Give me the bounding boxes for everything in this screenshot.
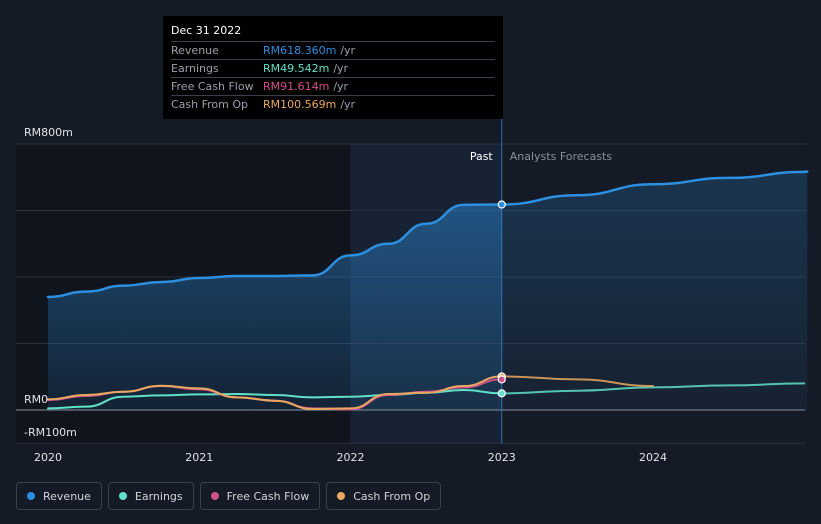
tooltip-unit: /yr [340, 44, 356, 57]
series-line-revenue [46, 203, 503, 299]
tooltip-unit: /yr [340, 98, 356, 111]
x-axis-tick-label: 2024 [639, 451, 667, 464]
tooltip-date: Dec 31 2022 [171, 24, 242, 37]
forecast-label: Analysts Forecasts [510, 150, 613, 163]
legend-item-cash-from-op[interactable]: Cash From Op [326, 482, 442, 510]
y-axis-label: RM0 [24, 393, 48, 406]
tooltip-label: Cash From Op [171, 98, 249, 111]
legend-label: Cash From Op [353, 489, 431, 503]
legend-label: Revenue [43, 489, 91, 503]
tooltip-value: RM49.542m [263, 62, 330, 75]
tooltip-label: Free Cash Flow [171, 80, 254, 93]
marker-free-cash-flow [497, 375, 506, 384]
legend-dot-icon [118, 492, 127, 500]
legend-label: Earnings [134, 489, 183, 503]
tooltip-unit: /yr [333, 62, 349, 75]
legend-item-free-cash-flow[interactable]: Free Cash Flow [199, 482, 321, 510]
marker-earnings [497, 389, 506, 398]
tooltip-row-cash-from-op: Cash From Op RM100.569m /yr [171, 95, 495, 113]
series-area-revenue [48, 204, 502, 410]
past-label: Past [470, 150, 494, 163]
y-axis-label: -RM100m [24, 426, 77, 439]
tooltip-row-revenue: Revenue RM618.360m /yr [171, 41, 495, 59]
x-axis-tick-label: 2023 [488, 451, 516, 464]
legend-dot-icon [210, 492, 219, 500]
x-axis-tick-label: 2020 [34, 451, 62, 464]
tooltip-row-free-cash-flow: Free Cash Flow RM91.614m /yr [171, 77, 495, 95]
chart-legend: Revenue Earnings Free Cash Flow Cash Fro… [16, 482, 442, 510]
tooltip-value: RM100.569m [263, 98, 337, 111]
legend-dot-icon [337, 492, 346, 500]
y-axis-label: RM800m [24, 126, 73, 139]
series-area-revenue-forecast [501, 171, 808, 410]
series-line-earnings-forecast [500, 382, 806, 395]
series-line-cash-from-op-forecast [500, 375, 654, 388]
marker-revenue [497, 200, 506, 209]
tooltip-value: RM618.360m [263, 44, 337, 57]
legend-label: Free Cash Flow [226, 489, 310, 503]
x-axis-tick-label: 2021 [185, 451, 213, 464]
legend-item-earnings[interactable]: Earnings [107, 482, 194, 510]
tooltip-value: RM91.614m [263, 80, 330, 93]
tooltip-label: Earnings [171, 62, 219, 75]
series-line-cash-from-op [47, 375, 503, 411]
legend-dot-icon [27, 492, 35, 500]
series-line-revenue-forecast [500, 170, 809, 206]
legend-item-revenue[interactable]: Revenue [16, 482, 102, 510]
tooltip-row-earnings: Earnings RM49.542m /yr [171, 59, 495, 77]
tooltip-label: Revenue [171, 44, 219, 57]
x-axis-tick-label: 2022 [337, 451, 365, 464]
chart-tooltip: Dec 31 2022 Revenue RM618.360m /yr Earni… [163, 16, 503, 119]
tooltip-unit: /yr [333, 80, 349, 93]
